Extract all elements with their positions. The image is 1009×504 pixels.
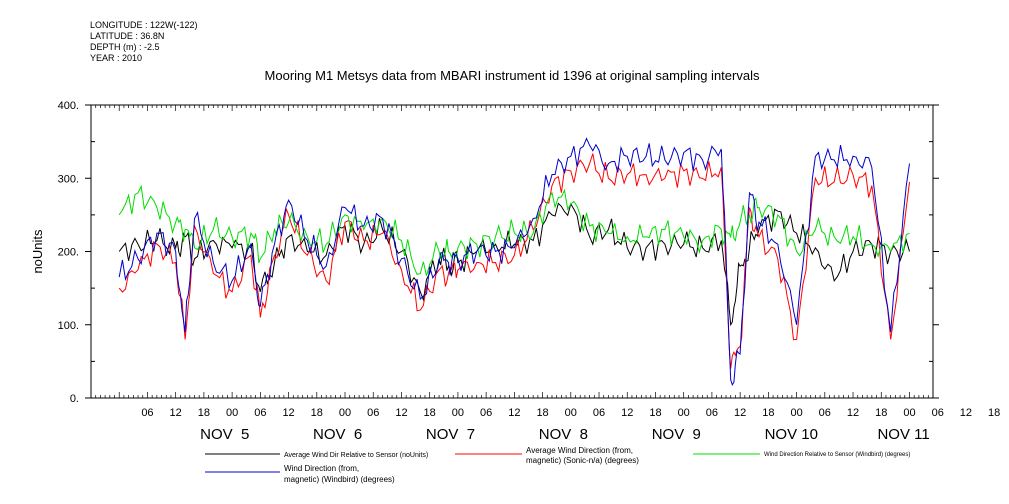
x-hour-label: 18 xyxy=(875,407,887,419)
x-hour-label: 00 xyxy=(452,407,464,419)
x-hour-label: 18 xyxy=(649,407,661,419)
x-hour-label: 00 xyxy=(790,407,802,419)
x-hour-label: 06 xyxy=(932,407,944,419)
x-hour-label: 12 xyxy=(960,407,972,419)
y-tick-label: 0. xyxy=(70,393,79,405)
x-hour-label: 06 xyxy=(706,407,718,419)
chart-title: Mooring M1 Metsys data from MBARI instru… xyxy=(264,68,760,83)
series-line xyxy=(118,137,910,386)
x-hour-label: 06 xyxy=(367,407,379,419)
x-day-label: NOV 7 xyxy=(426,426,475,443)
x-hour-label: 12 xyxy=(508,407,520,419)
y-tick-label: 200. xyxy=(58,247,79,259)
x-hour-label: 12 xyxy=(734,407,746,419)
metadata-block: LONGITUDE : 122W(-122) LATITUDE : 36.8N … xyxy=(90,20,198,64)
x-hour-label: 00 xyxy=(339,407,351,419)
x-hour-label: 12 xyxy=(847,407,859,419)
legend-label-red-1: Average Wind Direction (from, xyxy=(526,446,633,455)
y-tick-label: 100. xyxy=(58,320,79,332)
y-tick-label: 400. xyxy=(58,100,79,112)
y-axis-label: noUnits xyxy=(30,229,45,274)
x-hour-label: 18 xyxy=(311,407,323,419)
x-hour-label: 12 xyxy=(282,407,294,419)
x-day-label: NOV 5 xyxy=(200,426,249,443)
x-day-label: NOV 8 xyxy=(539,426,588,443)
x-hour-label: 06 xyxy=(480,407,492,419)
x-day-label: NOV 6 xyxy=(313,426,362,443)
x-hour-label: 18 xyxy=(988,407,1000,419)
x-hour-label: 18 xyxy=(536,407,548,419)
x-hour-label: 12 xyxy=(170,407,182,419)
legend-label-blue-1: Wind Direction (from, xyxy=(284,464,359,473)
longitude-text: LONGITUDE : 122W(-122) xyxy=(90,20,198,30)
y-tick-label: 300. xyxy=(58,173,79,185)
depth-text: DEPTH (m) : -2.5 xyxy=(90,42,160,52)
x-hour-label: 18 xyxy=(198,407,210,419)
x-hour-label: 00 xyxy=(226,407,238,419)
x-hour-label: 18 xyxy=(762,407,774,419)
legend-label-blue-2: magnetic) (Windbird) (degrees) xyxy=(284,475,395,484)
x-day-label: NOV 10 xyxy=(765,426,818,443)
x-hour-label: 12 xyxy=(395,407,407,419)
year-text: YEAR : 2010 xyxy=(90,53,143,63)
x-hour-label: 00 xyxy=(903,407,915,419)
x-hour-label: 12 xyxy=(621,407,633,419)
x-hour-label: 00 xyxy=(565,407,577,419)
series-line xyxy=(118,202,910,327)
x-hour-label: 00 xyxy=(678,407,690,419)
latitude-text: LATITUDE : 36.8N xyxy=(90,31,165,41)
x-hour-label: 06 xyxy=(593,407,605,419)
legend-label-black: Average Wind Dir Relative to Sensor (noU… xyxy=(284,452,428,459)
x-hour-label: 18 xyxy=(424,407,436,419)
legend-label-red-2: magnetic) (Sonic-n/a) (degrees) xyxy=(526,456,639,465)
series-line xyxy=(118,153,910,369)
x-day-label: NOV 9 xyxy=(652,426,701,443)
x-hour-label: 06 xyxy=(819,407,831,419)
legend-label-green: Wind Direction Relative to Sensor (Windb… xyxy=(764,452,910,458)
x-hour-label: 06 xyxy=(254,407,266,419)
x-day-label: NOV 11 xyxy=(877,426,929,443)
plot-frame xyxy=(90,104,934,399)
x-hour-label: 06 xyxy=(141,407,153,419)
